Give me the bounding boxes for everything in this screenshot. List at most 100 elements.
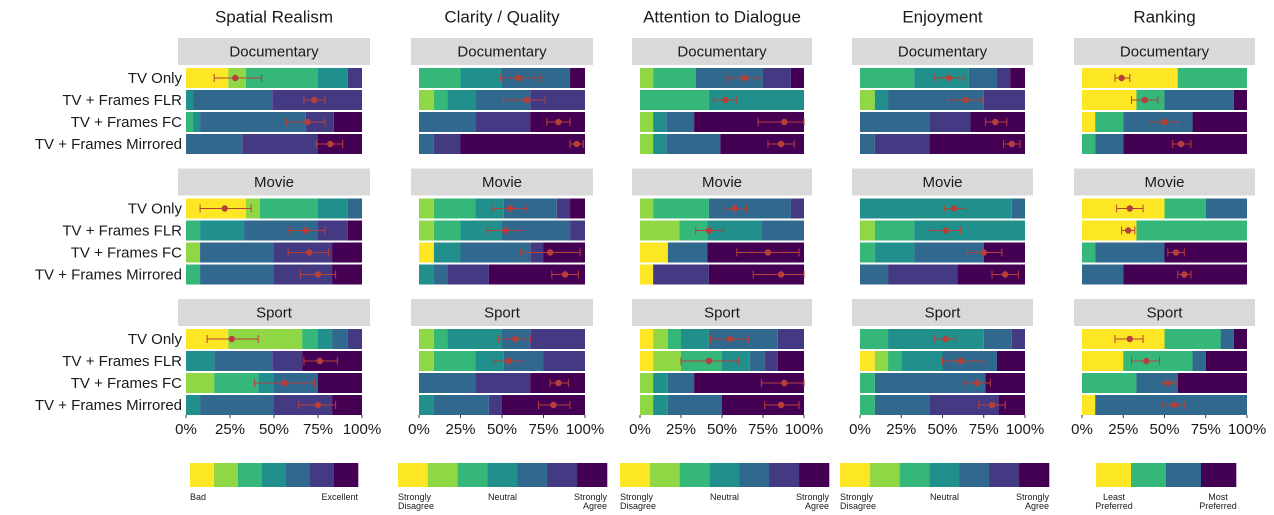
bar-segment xyxy=(707,220,762,241)
strip-label: Movie xyxy=(702,174,742,191)
bar-segment xyxy=(318,198,348,219)
bar-segment xyxy=(888,90,984,110)
bar-segment xyxy=(475,373,531,393)
strip xyxy=(411,168,593,196)
bar-segment xyxy=(777,329,804,349)
strip xyxy=(411,299,593,326)
mean-point xyxy=(727,335,734,343)
strip xyxy=(178,38,370,65)
mean-point xyxy=(781,379,788,387)
bar-segment xyxy=(318,220,348,241)
bar-segment xyxy=(860,90,875,110)
mean-point xyxy=(281,379,288,387)
bar-segment xyxy=(488,264,585,285)
legend-key xyxy=(1096,463,1132,487)
bar-segment xyxy=(860,373,875,393)
bar-segment xyxy=(640,242,668,263)
strip xyxy=(1074,168,1255,196)
bar-segment xyxy=(556,198,571,219)
x-tick-label: 0% xyxy=(1071,421,1093,438)
bar-segment xyxy=(214,351,273,371)
bar-segment xyxy=(860,395,875,415)
bar-segment xyxy=(1136,220,1247,241)
bar-segment xyxy=(681,329,709,349)
bar-segment xyxy=(332,242,362,263)
bar-segment xyxy=(488,395,502,415)
category-label: TV Only xyxy=(128,331,183,348)
strip xyxy=(1074,299,1255,326)
strip xyxy=(411,38,593,65)
x-tick-label: 25% xyxy=(886,421,916,438)
bar-segment xyxy=(543,351,585,371)
bar-segment xyxy=(433,220,461,241)
bar-segment xyxy=(200,112,306,132)
bar-segment xyxy=(653,395,668,415)
bar-segment xyxy=(475,90,531,110)
bar-segment xyxy=(667,329,681,349)
strip xyxy=(632,38,812,65)
bar-segment xyxy=(214,373,259,393)
x-tick-label: 0% xyxy=(849,421,871,438)
bar-segment xyxy=(332,264,362,285)
mean-point xyxy=(942,335,949,343)
bar-segment xyxy=(860,242,875,263)
bar-segment xyxy=(708,90,804,110)
legend-key xyxy=(649,463,681,487)
bar-segment xyxy=(503,198,557,219)
mean-point xyxy=(1164,379,1172,387)
x-tick-label: 50% xyxy=(259,421,289,438)
bar-segment xyxy=(347,68,362,88)
bar-segment xyxy=(186,220,201,241)
legend-label: Strongly Disagree xyxy=(398,492,435,511)
bar-segment xyxy=(860,351,875,371)
x-tick-label: 0% xyxy=(629,421,651,438)
strip-label: Documentary xyxy=(677,43,767,60)
bar-segment xyxy=(419,90,434,110)
bar-segment xyxy=(1177,373,1247,393)
bar-segment xyxy=(318,373,362,393)
mean-point xyxy=(942,227,949,234)
bar-segment xyxy=(1095,242,1165,263)
bar-segment xyxy=(996,68,1011,88)
bar-segment xyxy=(244,220,318,241)
bar-segment xyxy=(419,373,476,393)
legend-key xyxy=(769,463,800,487)
bar-segment xyxy=(1177,68,1247,88)
bar-segment xyxy=(653,112,667,132)
bar-segment xyxy=(1164,90,1234,110)
bar-segment xyxy=(929,395,999,415)
mean-point xyxy=(731,205,739,212)
category-label: TV + Frames FC xyxy=(71,375,182,392)
strip-label: Movie xyxy=(254,174,294,191)
bar-segment xyxy=(860,329,889,349)
bar-segment xyxy=(640,198,654,219)
bar-segment xyxy=(640,134,654,154)
bar-segment xyxy=(460,242,531,263)
legend-key xyxy=(398,463,429,487)
bar-segment xyxy=(1095,112,1124,132)
x-tick-label: 75% xyxy=(748,421,778,438)
legend-key xyxy=(869,463,901,487)
bar-segment xyxy=(1082,90,1137,110)
category-label: TV + Frames Mirrored xyxy=(35,397,182,414)
bar-segment xyxy=(1082,134,1096,154)
mean-point xyxy=(316,357,323,365)
bar-segment xyxy=(653,351,681,371)
bar-segment xyxy=(200,264,274,285)
mean-point xyxy=(573,140,580,148)
x-tick-label: 25% xyxy=(215,421,245,438)
bar-segment xyxy=(666,112,695,132)
bar-segment xyxy=(193,112,201,132)
bar-segment xyxy=(570,220,585,241)
bar-segment xyxy=(998,395,1025,415)
category-label: TV + Frames FLR xyxy=(62,353,182,370)
mean-point xyxy=(507,205,514,212)
mean-point xyxy=(722,96,729,104)
bar-segment xyxy=(419,395,434,415)
mean-point xyxy=(980,249,987,256)
mean-point xyxy=(777,401,785,409)
bar-segment xyxy=(186,134,243,154)
legend-key xyxy=(989,463,1020,487)
bar-segment xyxy=(419,112,476,132)
bar-segment xyxy=(653,198,709,219)
